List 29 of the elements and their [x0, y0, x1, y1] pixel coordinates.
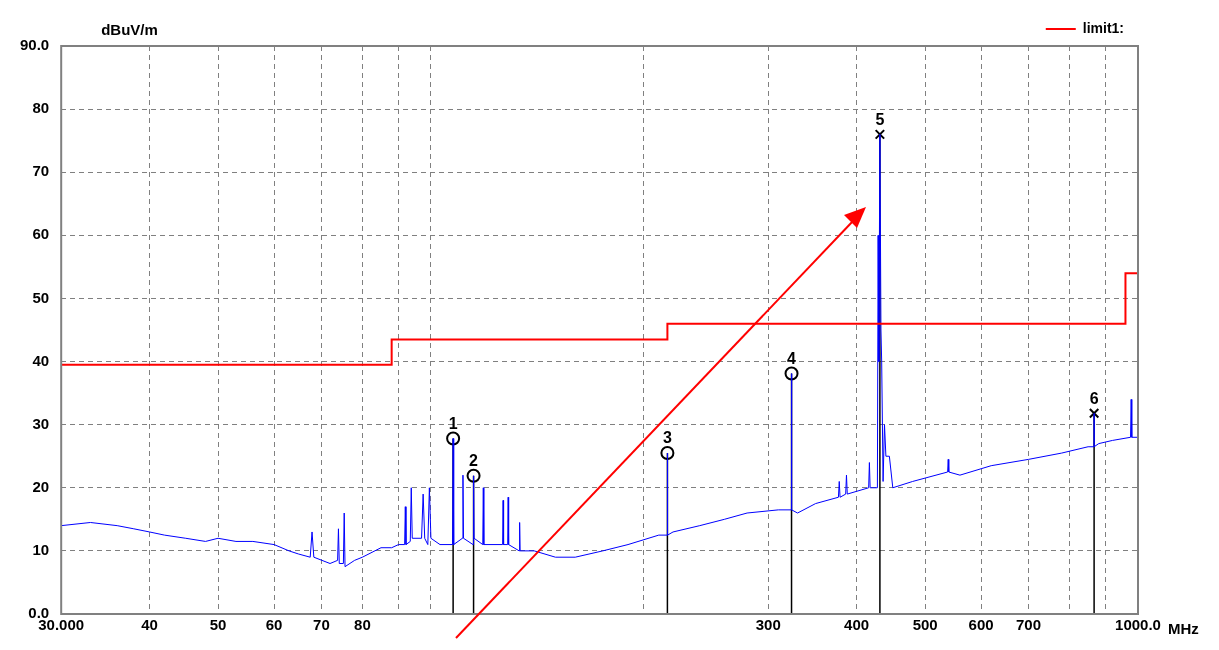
legend-label: limit1:	[1082, 19, 1125, 36]
x-tick-label: 700	[1015, 616, 1041, 634]
y-axis-title: dBuV/m	[101, 20, 158, 38]
annotation: 5	[875, 110, 885, 128]
x-tick-label: 70	[313, 616, 330, 634]
y-tick-label: 90.0	[19, 36, 50, 54]
x-tick-label: 50	[209, 616, 227, 634]
annotation: 1	[448, 414, 458, 432]
x-tick-label: 500	[912, 616, 938, 634]
y-tick-label: 30	[32, 414, 50, 432]
y-tick-label: 70	[32, 162, 50, 180]
y-tick-label: 10	[32, 541, 50, 559]
y-tick-label: 50	[32, 288, 50, 306]
x-tick-label: 80	[354, 616, 371, 634]
annotation: 3	[662, 429, 672, 447]
y-tick-label: 20	[32, 477, 50, 495]
x-tick-label: 600	[968, 616, 994, 634]
annotation: 2	[469, 452, 479, 470]
x-tick-label: 400	[844, 616, 870, 634]
annotation: 6	[1089, 389, 1099, 407]
x-tick-label: 40	[141, 616, 158, 634]
y-tick-label: 60	[32, 225, 50, 243]
y-tick-label: 40	[32, 351, 50, 369]
x-axis-title: MHz	[1168, 619, 1199, 637]
x-tick-label: 300	[755, 616, 781, 634]
y-tick-label: 80	[32, 99, 50, 117]
x-tick-label: 1000.0	[1115, 616, 1161, 634]
x-tick-label: 60	[265, 616, 283, 634]
annotation: 4	[787, 349, 797, 367]
